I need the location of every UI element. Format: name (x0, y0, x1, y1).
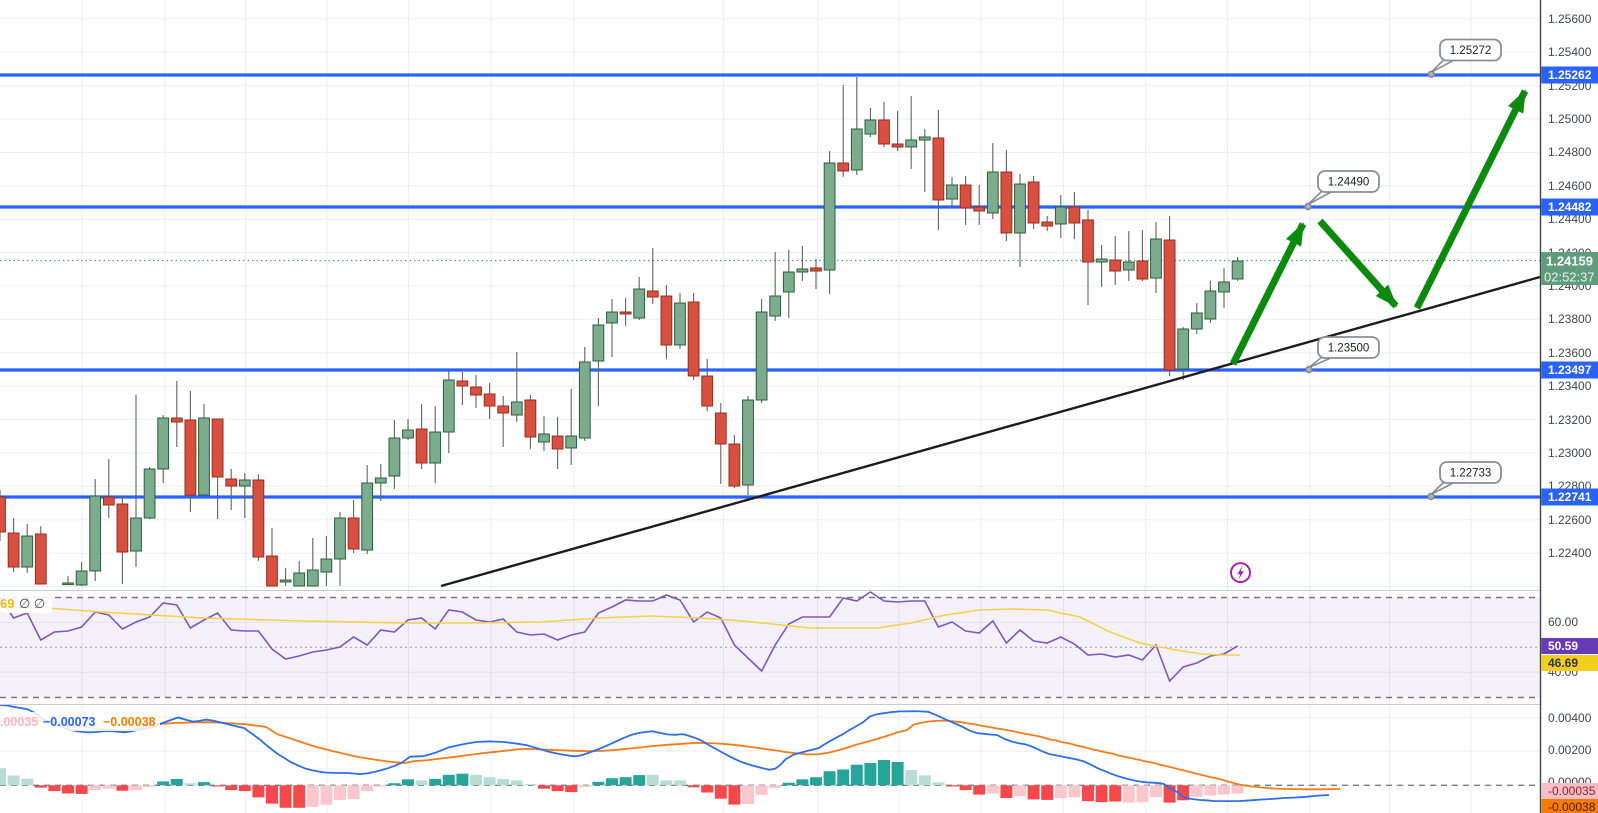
svg-text:-0.00038: -0.00038 (1548, 800, 1596, 813)
svg-text:02:52:37: 02:52:37 (1544, 270, 1595, 285)
svg-text:1.25000: 1.25000 (1548, 112, 1592, 126)
svg-text:46.69: 46.69 (1548, 656, 1578, 670)
svg-text:1.23400: 1.23400 (1548, 379, 1592, 393)
svg-text:1.22600: 1.22600 (1548, 513, 1592, 527)
svg-text:1.22733: 1.22733 (1450, 468, 1492, 480)
svg-text:1.25262: 1.25262 (1548, 68, 1592, 82)
svg-text:1.24600: 1.24600 (1548, 179, 1592, 193)
svg-text:60.00: 60.00 (1548, 615, 1578, 629)
svg-text:1.22400: 1.22400 (1548, 546, 1592, 560)
svg-text:0.00200: 0.00200 (1548, 743, 1592, 757)
svg-text:1.23497: 1.23497 (1548, 363, 1592, 377)
svg-text:1.23500: 1.23500 (1328, 343, 1370, 355)
svg-text:∅ ∅: ∅ ∅ (19, 596, 45, 611)
svg-text:1.25600: 1.25600 (1548, 12, 1592, 26)
svg-text:−0.00073: −0.00073 (43, 715, 96, 729)
svg-text:1.24490: 1.24490 (1328, 177, 1370, 189)
svg-text:1.24800: 1.24800 (1548, 145, 1592, 159)
svg-text:1.22741: 1.22741 (1548, 490, 1592, 504)
svg-text:1.23800: 1.23800 (1548, 312, 1592, 326)
svg-text:1.23600: 1.23600 (1548, 346, 1592, 360)
svg-text:69: 69 (0, 596, 14, 611)
svg-text:1.24159: 1.24159 (1546, 254, 1593, 269)
svg-text:1.24482: 1.24482 (1548, 200, 1592, 214)
svg-text:.00035: .00035 (0, 715, 38, 729)
svg-text:1.25400: 1.25400 (1548, 45, 1592, 59)
svg-text:−0.00038: −0.00038 (103, 715, 156, 729)
svg-text:1.25272: 1.25272 (1450, 45, 1492, 57)
svg-text:0.00400: 0.00400 (1548, 711, 1592, 725)
svg-text:1.23000: 1.23000 (1548, 446, 1592, 460)
svg-text:50.59: 50.59 (1548, 639, 1578, 653)
svg-text:1.23200: 1.23200 (1548, 413, 1592, 427)
svg-text:-0.00035: -0.00035 (1548, 784, 1596, 798)
